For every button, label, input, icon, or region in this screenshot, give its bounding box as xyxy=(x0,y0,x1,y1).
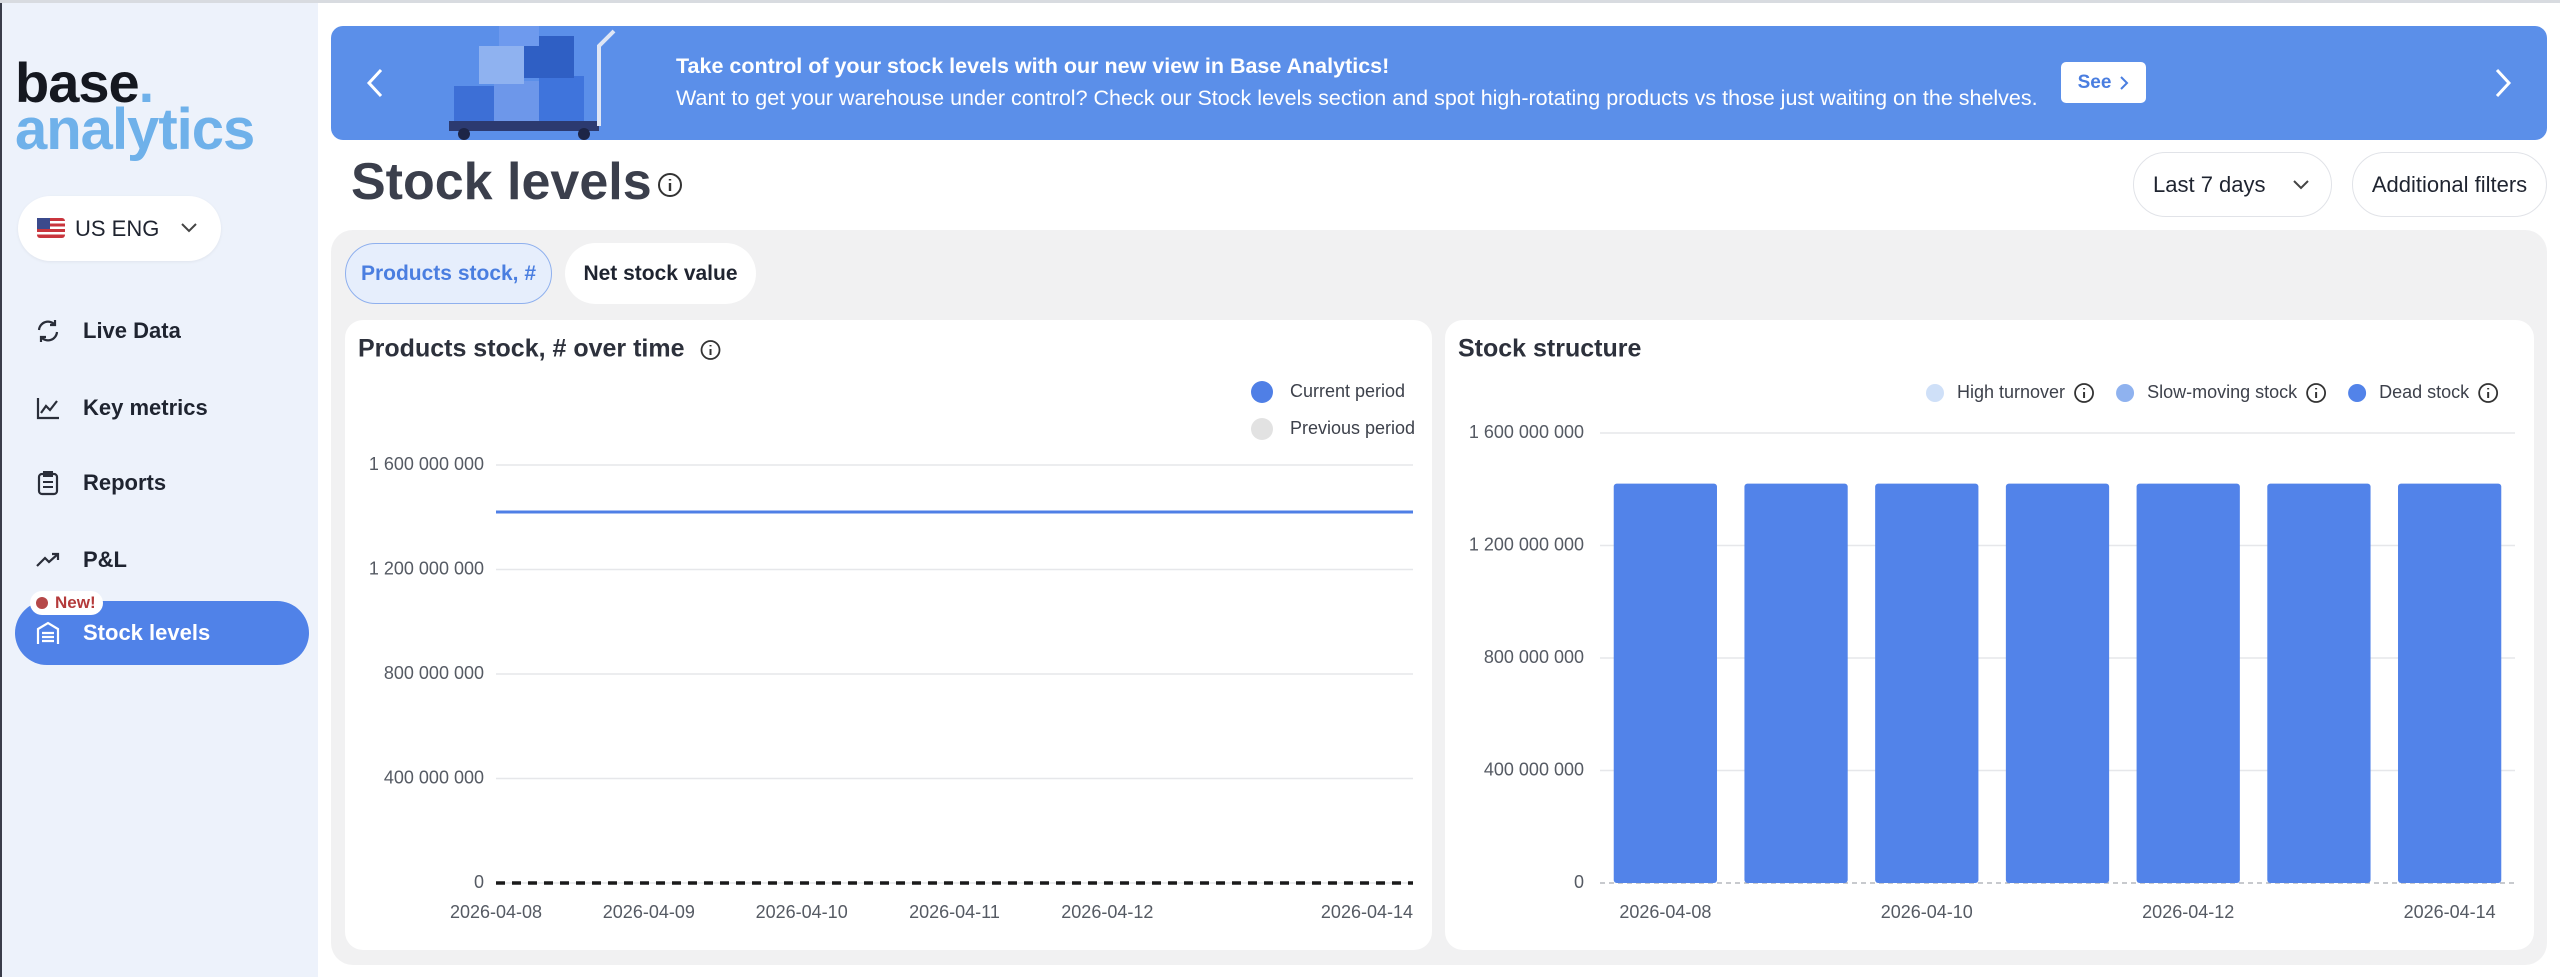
info-icon[interactable] xyxy=(656,171,684,199)
y-tick-label: 400 000 000 xyxy=(384,767,484,787)
bar-segment xyxy=(2398,483,2502,883)
chart-title: Products stock, # over time xyxy=(358,335,685,363)
y-tick-label: 400 000 000 xyxy=(1484,759,1584,779)
badge-label: New! xyxy=(55,593,96,612)
icon xyxy=(37,320,59,342)
chevron-right xyxy=(2120,75,2129,90)
banner-illustration xyxy=(449,26,616,140)
logo[interactable]: base. xyxy=(15,55,154,111)
new-badge: New! xyxy=(30,591,103,615)
promo-banner: Take control of your stock levels with o… xyxy=(331,26,2547,140)
bar-segment xyxy=(1613,483,1717,883)
nav-item[interactable]: P&L xyxy=(15,528,309,592)
legend-label: Dead stock xyxy=(2379,382,2470,402)
tab-label: Products stock, # xyxy=(360,261,537,285)
bar-segment xyxy=(2005,483,2110,883)
legend-swatch xyxy=(1926,384,1944,402)
bar-segment xyxy=(2136,483,2240,883)
y-tick-label: 1 200 000 000 xyxy=(369,558,484,578)
logo-sub: analytics xyxy=(15,97,255,162)
banner-headline: Take control of your stock levels with o… xyxy=(676,54,1390,78)
info-icon[interactable] xyxy=(2306,383,2327,403)
y-tick-label: 1 200 000 000 xyxy=(1469,534,1584,554)
banner-text: Want to get your warehouse under control… xyxy=(676,86,2038,110)
next-arrow[interactable] xyxy=(2487,66,2517,100)
bar-segment xyxy=(1875,483,1979,883)
info-circle xyxy=(2478,383,2499,403)
prev-arrow[interactable] xyxy=(361,66,391,100)
line-chart: Products stock, # over time 0 400 000 000 8… xyxy=(358,335,1415,922)
info-circle xyxy=(2306,383,2327,403)
tab[interactable]: Net stock value xyxy=(565,243,756,304)
chevron-down xyxy=(2293,180,2309,190)
x-tick-label: 2026-04-11 xyxy=(909,902,1000,922)
icon xyxy=(37,471,59,496)
bar-segment xyxy=(2267,483,2371,883)
chart-title: Stock structure xyxy=(1458,335,1641,363)
info-icon[interactable] xyxy=(2478,383,2499,403)
legend-swatch xyxy=(2348,384,2367,402)
y-tick-label: 1 600 000 000 xyxy=(1469,422,1584,442)
icon xyxy=(36,398,59,420)
legend-swatch xyxy=(2116,384,2135,402)
logo-dot: . xyxy=(138,51,155,114)
page-title: Stock levels xyxy=(351,153,652,211)
x-tick-label: 2026-04-12 xyxy=(2142,902,2234,922)
legend-label: Slow-moving stock xyxy=(2147,382,2298,402)
legend-label: Previous period xyxy=(1290,418,1415,438)
legend-label: Current period xyxy=(1290,381,1405,401)
icon xyxy=(36,621,60,644)
tab-active[interactable]: Products stock, # xyxy=(345,243,552,304)
top-border xyxy=(0,0,2560,3)
chart-card: Products stock, # over time 0 400 000 000 8… xyxy=(345,320,1432,950)
bar-segment xyxy=(1744,483,1848,883)
legend-swatch xyxy=(1251,418,1273,440)
x-tick-label: 2026-04-12 xyxy=(1061,902,1153,922)
info-icon[interactable] xyxy=(700,340,721,360)
info-circle xyxy=(2074,383,2094,403)
filters-label: Additional filters xyxy=(2371,171,2528,197)
y-tick-label: 0 xyxy=(474,872,484,892)
see-button[interactable]: See xyxy=(2061,62,2146,103)
nav-label: Live Data xyxy=(83,318,181,343)
logo-word: base xyxy=(15,51,140,114)
filters-button[interactable]: Additional filters xyxy=(2352,152,2547,217)
y-tick-label: 800 000 000 xyxy=(384,663,484,683)
nav-item[interactable]: Reports xyxy=(15,451,309,515)
nav-label: Stock levels xyxy=(83,620,211,645)
bar-chart: Stock structure 0 400 000 000 800 000 000 1 … xyxy=(1458,335,2515,922)
period-label: Last 7 days xyxy=(2153,171,2266,197)
y-tick-label: 1 600 000 000 xyxy=(369,454,484,474)
flag-icon xyxy=(37,218,65,238)
x-tick-label: 2026-04-10 xyxy=(1881,902,1973,922)
nav-label: Reports xyxy=(83,470,167,495)
chevron-down xyxy=(181,223,197,233)
x-tick-label: 2026-04-09 xyxy=(603,902,695,922)
nav-label: P&L xyxy=(83,547,127,572)
nav-label: Key metrics xyxy=(83,395,208,420)
period-selector[interactable]: Last 7 days xyxy=(2133,152,2332,217)
legend-label: High turnover xyxy=(1957,382,2065,402)
x-tick-label: 2026-04-08 xyxy=(450,902,542,922)
legend-swatch xyxy=(1251,381,1273,403)
see-label: See xyxy=(2077,71,2112,93)
tab-label: Net stock value xyxy=(583,261,738,285)
icon xyxy=(36,552,60,567)
chart-card: Stock structure 0 400 000 000 800 000 000 1 … xyxy=(1445,320,2534,950)
info-icon[interactable] xyxy=(2074,383,2094,403)
language-selector[interactable]: US ENG xyxy=(18,196,221,261)
x-tick-label: 2026-04-10 xyxy=(756,902,848,922)
nav-item[interactable]: Key metrics xyxy=(15,376,309,440)
nav-item[interactable]: Live Data xyxy=(15,299,309,363)
info-circle xyxy=(700,340,721,360)
sidebar: base. analytics US ENG Live Data Key met… xyxy=(0,3,318,977)
x-tick-label: 2026-04-08 xyxy=(1619,902,1711,922)
x-tick-label: 2026-04-14 xyxy=(2404,902,2496,922)
x-tick-label: 2026-04-14 xyxy=(1321,902,1413,922)
y-tick-label: 0 xyxy=(1574,872,1584,892)
language-label: US ENG xyxy=(75,216,160,241)
y-tick-label: 800 000 000 xyxy=(1484,647,1584,667)
